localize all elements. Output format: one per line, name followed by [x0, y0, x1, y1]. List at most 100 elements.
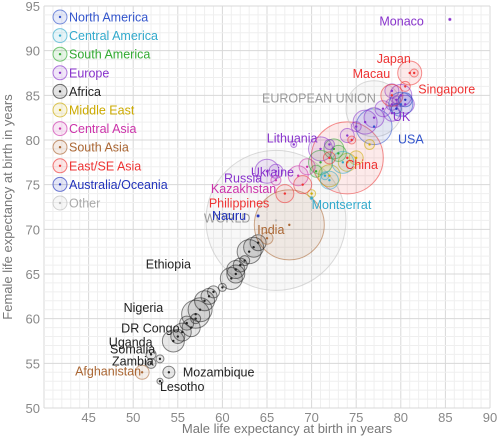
label-lithuania: Lithuania	[267, 131, 318, 145]
y-tick-label: 95	[26, 0, 40, 14]
point-dot	[230, 277, 233, 280]
y-tick-label: 85	[26, 88, 40, 103]
label-china: China	[345, 158, 378, 172]
point-dot	[399, 103, 402, 106]
legend-label: Africa	[69, 85, 101, 99]
point-dot	[265, 237, 269, 240]
label-european-union: EUROPEAN UNION	[262, 92, 376, 106]
y-tick-label: 90	[26, 44, 40, 59]
label-kazakhstan: Kazakhstan	[211, 182, 276, 196]
point-dot	[328, 143, 331, 146]
point-dot	[198, 308, 202, 311]
y-tick-label: 50	[26, 401, 40, 416]
y-tick-label: 70	[26, 222, 40, 237]
x-tick-label: 65	[260, 410, 274, 425]
legend-swatch-dot	[58, 71, 62, 75]
grid	[43, 5, 491, 409]
point-dot	[234, 272, 237, 276]
legend-item: Central America	[52, 28, 158, 44]
point-dot	[265, 170, 269, 173]
legend-swatch-dot	[58, 90, 62, 93]
legend-swatch-dot	[58, 53, 62, 56]
point-dot	[310, 196, 313, 200]
legend-label: Australia/Oceania	[69, 178, 168, 192]
point-dot	[346, 161, 349, 164]
legend-item: East/SE Asia	[52, 158, 141, 174]
point-dot	[328, 179, 331, 182]
legend-label: Central Asia	[69, 122, 136, 136]
x-tick-label: 45	[81, 410, 95, 425]
point-dot	[395, 107, 398, 110]
point-dot	[310, 192, 313, 195]
legend-item: South America	[52, 46, 150, 62]
point-dot	[274, 179, 278, 182]
point-dot	[346, 156, 349, 160]
legend-swatch-dot	[58, 146, 62, 149]
point-dot	[158, 357, 162, 361]
point-dot	[207, 295, 211, 298]
y-axis-label: Female life expectancy at birth in years	[0, 94, 15, 320]
label-usa: USA	[398, 133, 424, 147]
label-russia: Russia	[224, 171, 262, 185]
point-dot	[176, 335, 179, 338]
point-dot	[274, 219, 278, 222]
legend-label: South America	[69, 48, 150, 62]
point-dot	[194, 313, 197, 316]
legend-label: South Asia	[69, 141, 129, 155]
legend-label: East/SE Asia	[69, 159, 141, 173]
point-dot	[390, 112, 394, 115]
point-dot	[399, 94, 402, 97]
x-tick-label: 75	[349, 410, 363, 425]
label-world: WORLD	[204, 211, 251, 225]
point-dot	[172, 339, 175, 343]
label-macau: Macau	[353, 67, 391, 81]
point-dot	[368, 143, 371, 146]
y-tick-label: 60	[26, 312, 40, 327]
point-dot	[395, 98, 398, 102]
label-dr-congo: DR Congo	[121, 322, 179, 336]
label-singapore: Singapore	[418, 82, 475, 96]
point-dot	[274, 170, 278, 173]
point-dot	[381, 107, 385, 110]
point-dot	[149, 362, 153, 365]
point-dot	[239, 263, 242, 267]
legend-swatch-dot	[58, 127, 62, 130]
x-tick-label: 50	[126, 410, 140, 425]
label-india: India	[257, 223, 284, 237]
legend-item: Other	[52, 195, 100, 211]
point-dot	[297, 174, 300, 177]
legend-label: North America	[69, 11, 148, 25]
legend-swatch-dot	[58, 164, 62, 167]
point-dot	[283, 192, 287, 195]
legend-item: Africa	[52, 83, 101, 99]
point-dot	[301, 183, 304, 186]
label-ukraine: Ukraine	[251, 165, 294, 179]
y-tick-label: 55	[26, 356, 40, 371]
legend-label: Middle East	[69, 104, 135, 118]
legend-item: North America	[52, 9, 148, 25]
legend-swatch-dot	[58, 15, 62, 19]
point-dot	[390, 103, 394, 106]
point-dot	[372, 107, 376, 110]
label-lesotho: Lesotho	[160, 380, 205, 394]
point-dot	[181, 330, 184, 334]
point-dot	[448, 18, 452, 21]
legend-swatch-dot	[58, 201, 62, 205]
label-japan: Japan	[377, 52, 411, 66]
point-dot	[305, 165, 309, 168]
point-dot	[234, 268, 237, 271]
label-mozambique: Mozambique	[183, 365, 255, 379]
point-dot	[355, 156, 358, 160]
label-somalia: Somalia	[110, 342, 155, 356]
y-tick-label: 75	[26, 178, 40, 193]
point-dot	[158, 380, 162, 383]
legend-item: Europe	[52, 65, 109, 81]
legend: North America Central America South Americ…	[52, 9, 168, 211]
point-dot	[167, 371, 171, 374]
x-axis-label: Male life expectancy at birth in years	[182, 421, 393, 436]
legend-item: Central Asia	[52, 121, 136, 137]
point-dot	[292, 143, 295, 146]
point-dot	[256, 241, 260, 244]
y-tick-label: 65	[26, 267, 40, 282]
